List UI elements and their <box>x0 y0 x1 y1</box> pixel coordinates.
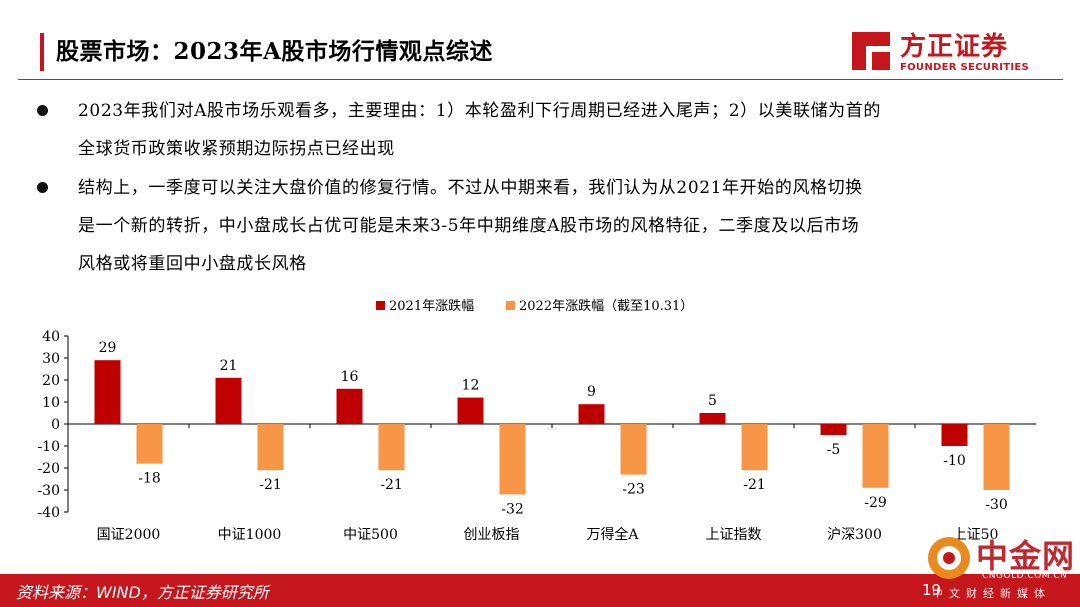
bar-series-2022 <box>257 424 284 471</box>
page-title: 股票市场：2023年A股市场行情观点综述 <box>56 38 493 65</box>
bullet-line: 2023年我们对A股市场乐观看多，主要理由：1）本轮盈利下行周期已经进入尾声；2… <box>78 101 881 121</box>
bar-series-2021 <box>457 397 484 424</box>
x-tick-label: 国证2000 <box>97 527 161 543</box>
bar-series-2021 <box>699 413 726 424</box>
bar-series-2022 <box>983 424 1010 490</box>
watermark-name: 中金网 <box>976 537 1076 575</box>
logo-subtitle: FOUNDER SECURITIES <box>900 62 1030 73</box>
x-tick-label: 创业板指 <box>464 527 520 543</box>
bar-series-2022 <box>620 424 647 475</box>
bar-series-2021 <box>215 377 242 424</box>
bullet-line: 全球货币政策收紧预期边际拐点已经出现 <box>78 139 395 159</box>
bullet-line: 风格或将重回中小盘成长风格 <box>78 254 307 274</box>
y-tick-label: 30 <box>42 351 60 367</box>
bar-series-2022 <box>741 424 768 471</box>
title-accent-bar <box>40 33 44 71</box>
data-label: 5 <box>708 393 717 409</box>
data-label: 29 <box>99 340 117 356</box>
page-number: 19 <box>922 581 942 599</box>
data-label: -32 <box>501 501 524 517</box>
bar-series-2022 <box>136 424 163 464</box>
bullet-dot-icon <box>37 182 48 193</box>
logo-name: 方正证券 <box>900 32 1009 62</box>
bar-series-2021 <box>941 424 968 446</box>
x-tick-label: 中证1000 <box>218 527 282 543</box>
cngold-logo-icon <box>928 537 970 579</box>
x-tick-label: 万得全A <box>586 526 639 543</box>
bar-series-2022 <box>378 424 405 471</box>
bullet-item: 2023年我们对A股市场乐观看多，主要理由：1）本轮盈利下行周期已经进入尾声；2… <box>28 92 1058 168</box>
bar-series-2022 <box>862 424 889 488</box>
data-label: 9 <box>587 384 596 400</box>
bar-series-2021 <box>578 404 605 424</box>
y-tick-label: -40 <box>37 505 60 521</box>
data-label: -5 <box>827 442 841 458</box>
bullet-item: 结构上，一季度可以关注大盘价值的修复行情。不过从中期来看，我们认为从2021年开… <box>28 169 1058 283</box>
data-label: -23 <box>622 482 645 498</box>
legend-swatch <box>506 301 515 310</box>
y-tick-label: 10 <box>42 395 60 411</box>
legend-swatch <box>376 301 385 310</box>
bullet-line: 是一个新的转折，中小盘成长占优可能是未来3-5年中期维度A股市场的风格特征，二季… <box>78 216 860 236</box>
y-tick-label: -30 <box>37 483 60 499</box>
data-label: -21 <box>259 477 282 493</box>
data-label: -29 <box>864 495 887 511</box>
bar-chart: 40 30 20 10 0 -10 -20 -30 -40 国证2000 29 -18 中证1000 21… <box>37 298 1036 543</box>
x-tick-label: 中证500 <box>343 527 398 543</box>
data-label: -18 <box>138 471 161 487</box>
bar-series-2021 <box>820 424 847 435</box>
legend-label: 2022年涨跌幅（截至10.31） <box>519 298 693 314</box>
y-tick-label: -10 <box>37 439 60 455</box>
y-tick-label: -20 <box>37 461 60 477</box>
y-tick-label: 0 <box>51 417 60 433</box>
slide-header: 股票市场：2023年A股市场行情观点综述 方正证券 FOUNDER SECURI… <box>0 0 1080 88</box>
y-tick-label: 40 <box>42 329 60 345</box>
bar-series-2022 <box>499 424 526 495</box>
data-label: 21 <box>220 358 238 374</box>
bar-series-2021 <box>336 388 363 424</box>
header-divider <box>18 79 1063 80</box>
y-tick-label: 20 <box>42 373 60 389</box>
watermark-tagline: 中文财经新媒体 <box>932 587 1051 600</box>
x-tick-label: 上证指数 <box>706 527 762 543</box>
data-label: -30 <box>985 497 1008 513</box>
slide-footer: 资料来源：WIND，方正证券研究所 19 <box>0 574 1080 607</box>
cngold-watermark: 中金网 CNGOLD.COM.CN 中文财经新媒体 <box>920 527 1080 607</box>
bullet-list: 2023年我们对A股市场乐观看多，主要理由：1）本轮盈利下行周期已经进入尾声；2… <box>28 92 1058 284</box>
bullet-dot-icon <box>37 105 48 116</box>
data-label: 16 <box>341 369 359 385</box>
bullet-line: 结构上，一季度可以关注大盘价值的修复行情。不过从中期来看，我们认为从2021年开… <box>78 178 863 198</box>
data-label: -10 <box>943 453 966 469</box>
source-note: 资料来源：WIND，方正证券研究所 <box>16 583 269 602</box>
founder-securities-logo: 方正证券 FOUNDER SECURITIES <box>848 28 1033 78</box>
x-tick-label: 上证50 <box>953 527 999 543</box>
data-label: 12 <box>462 378 480 394</box>
data-label: -21 <box>743 477 766 493</box>
data-label: -21 <box>380 477 403 493</box>
watermark-domain: CNGOLD.COM.CN <box>982 571 1068 581</box>
legend-label: 2021年涨跌幅 <box>389 298 474 314</box>
logo-mark-icon <box>852 32 890 70</box>
x-tick-label: 沪深300 <box>827 527 882 543</box>
bar-series-2021 <box>94 360 121 424</box>
